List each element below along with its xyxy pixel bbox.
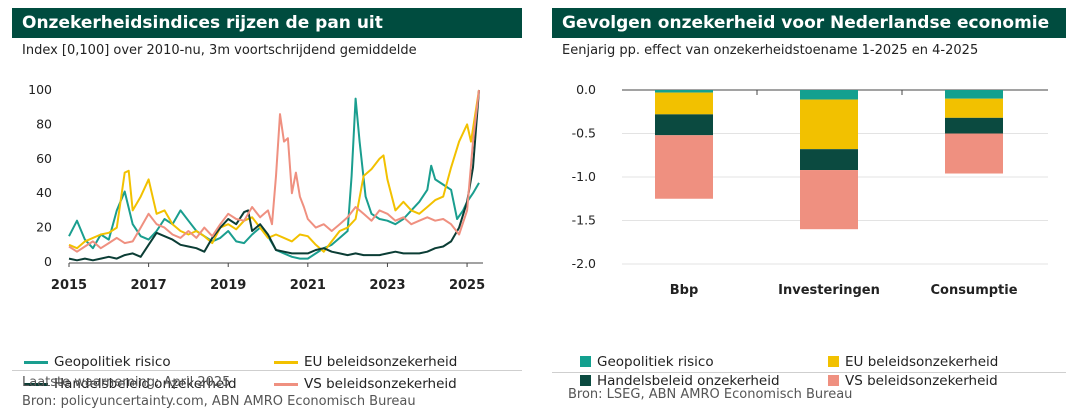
- y-tick-label: -1.5: [572, 213, 596, 228]
- bar-chart: 0.0 -0.5 -1.0 -1.5 -2.0 Bbp Investeringen Consu…: [572, 82, 1048, 298]
- series-line: [68, 89, 480, 253]
- bar-segment: [655, 92, 713, 115]
- series-line: [68, 89, 480, 253]
- legend-label: EU beleidsonzekerheid: [304, 354, 458, 370]
- left-footer-note: Laatste waarneming: April 2025: [22, 375, 231, 390]
- legend-square-swatch: [580, 374, 591, 386]
- right-separator: [552, 372, 1066, 373]
- legend-label: Handelsbeleid onzekerheid: [597, 373, 780, 389]
- y-tick-label: -0.5: [572, 126, 596, 141]
- legend-line-swatch: [274, 382, 298, 386]
- legend-label: Handelsbeleid onzekerheid: [54, 376, 237, 392]
- legend-label: Geopolitiek risico: [54, 354, 171, 370]
- legend-item: VS beleidsonzekerheid: [274, 376, 457, 392]
- bar-segment: [945, 98, 1003, 118]
- bar-segment: [945, 133, 1003, 174]
- left-footer-source: Bron: policyuncertainty.com, ABN AMRO Ec…: [22, 394, 416, 409]
- legend-line-swatch: [274, 360, 298, 364]
- legend-square-swatch: [580, 355, 591, 367]
- y-tick-label: -2.0: [572, 256, 596, 271]
- x-tick-label: 2021: [290, 278, 326, 293]
- y-tick-label: 20: [36, 220, 52, 235]
- category-label: Investeringen: [778, 283, 880, 298]
- y-tick-label: 40: [36, 185, 52, 200]
- bar-segment: [800, 149, 858, 171]
- y-tick-label: 80: [36, 116, 52, 131]
- legend-line-swatch: [24, 360, 48, 364]
- legend-item: Geopolitiek risico: [24, 354, 171, 370]
- legend-label: VS beleidsonzekerheid: [845, 373, 998, 389]
- legend-item: Geopolitiek risico: [580, 354, 714, 370]
- legend-item: Handelsbeleid onzekerheid: [580, 373, 780, 389]
- right-chart-subtitle: Eenjarig pp. effect van onzekerheidstoen…: [562, 43, 979, 58]
- series-line: [68, 97, 480, 260]
- x-tick-label: 2019: [210, 278, 246, 293]
- bar-segment: [655, 90, 713, 93]
- bar-segment: [800, 99, 858, 150]
- x-tick-label: 2015: [51, 278, 87, 293]
- right-chart-title: Gevolgen onzekerheid voor Nederlandse ec…: [552, 8, 1066, 38]
- category-label: Bbp: [670, 283, 699, 298]
- category-label: Consumptie: [930, 283, 1017, 298]
- legend-item: EU beleidsonzekerheid: [828, 354, 998, 370]
- bar-segment: [800, 170, 858, 230]
- left-chart-panel: Onzekerheidsindices rijzen de pan uit In…: [12, 8, 522, 412]
- legend-square-swatch: [828, 374, 839, 386]
- legend-line-swatch: [24, 382, 48, 386]
- legend-label: EU beleidsonzekerheid: [845, 354, 999, 370]
- legend-label: VS beleidsonzekerheid: [304, 376, 457, 392]
- right-footer-source: Bron: LSEG, ABN AMRO Economisch Bureau: [568, 387, 853, 402]
- bar-segment: [945, 117, 1003, 134]
- left-chart-subtitle: Index [0,100] over 2010-nu, 3m voortschr…: [22, 43, 417, 58]
- right-chart-panel: Gevolgen onzekerheid voor Nederlandse ec…: [552, 8, 1066, 412]
- legend-label: Geopolitiek risico: [597, 354, 714, 370]
- bar-segment: [655, 114, 713, 136]
- legend-item: EU beleidsonzekerheid: [274, 354, 457, 370]
- line-chart: 0 20 40 60 80 100 2015 2017 2019 2021 2023 2025: [28, 82, 485, 293]
- x-tick-label: 2025: [449, 278, 485, 293]
- legend-item: VS beleidsonzekerheid: [828, 373, 998, 389]
- x-tick-label: 2023: [369, 278, 405, 293]
- left-separator: [12, 370, 522, 371]
- y-tick-label: 0: [44, 254, 52, 269]
- legend-square-swatch: [828, 355, 839, 367]
- bar-segment: [945, 90, 1003, 99]
- left-chart-title: Onzekerheidsindices rijzen de pan uit: [12, 8, 522, 38]
- bar-segment: [800, 90, 858, 100]
- x-tick-label: 2017: [131, 278, 167, 293]
- y-tick-label: 0.0: [576, 82, 596, 97]
- series-line: [68, 89, 480, 262]
- bar-segment: [655, 135, 713, 199]
- y-tick-label: 60: [36, 151, 52, 166]
- legend-item: Handelsbeleid onzekerheid: [24, 376, 237, 392]
- y-tick-label: 100: [28, 82, 52, 97]
- y-tick-label: -1.0: [572, 169, 596, 184]
